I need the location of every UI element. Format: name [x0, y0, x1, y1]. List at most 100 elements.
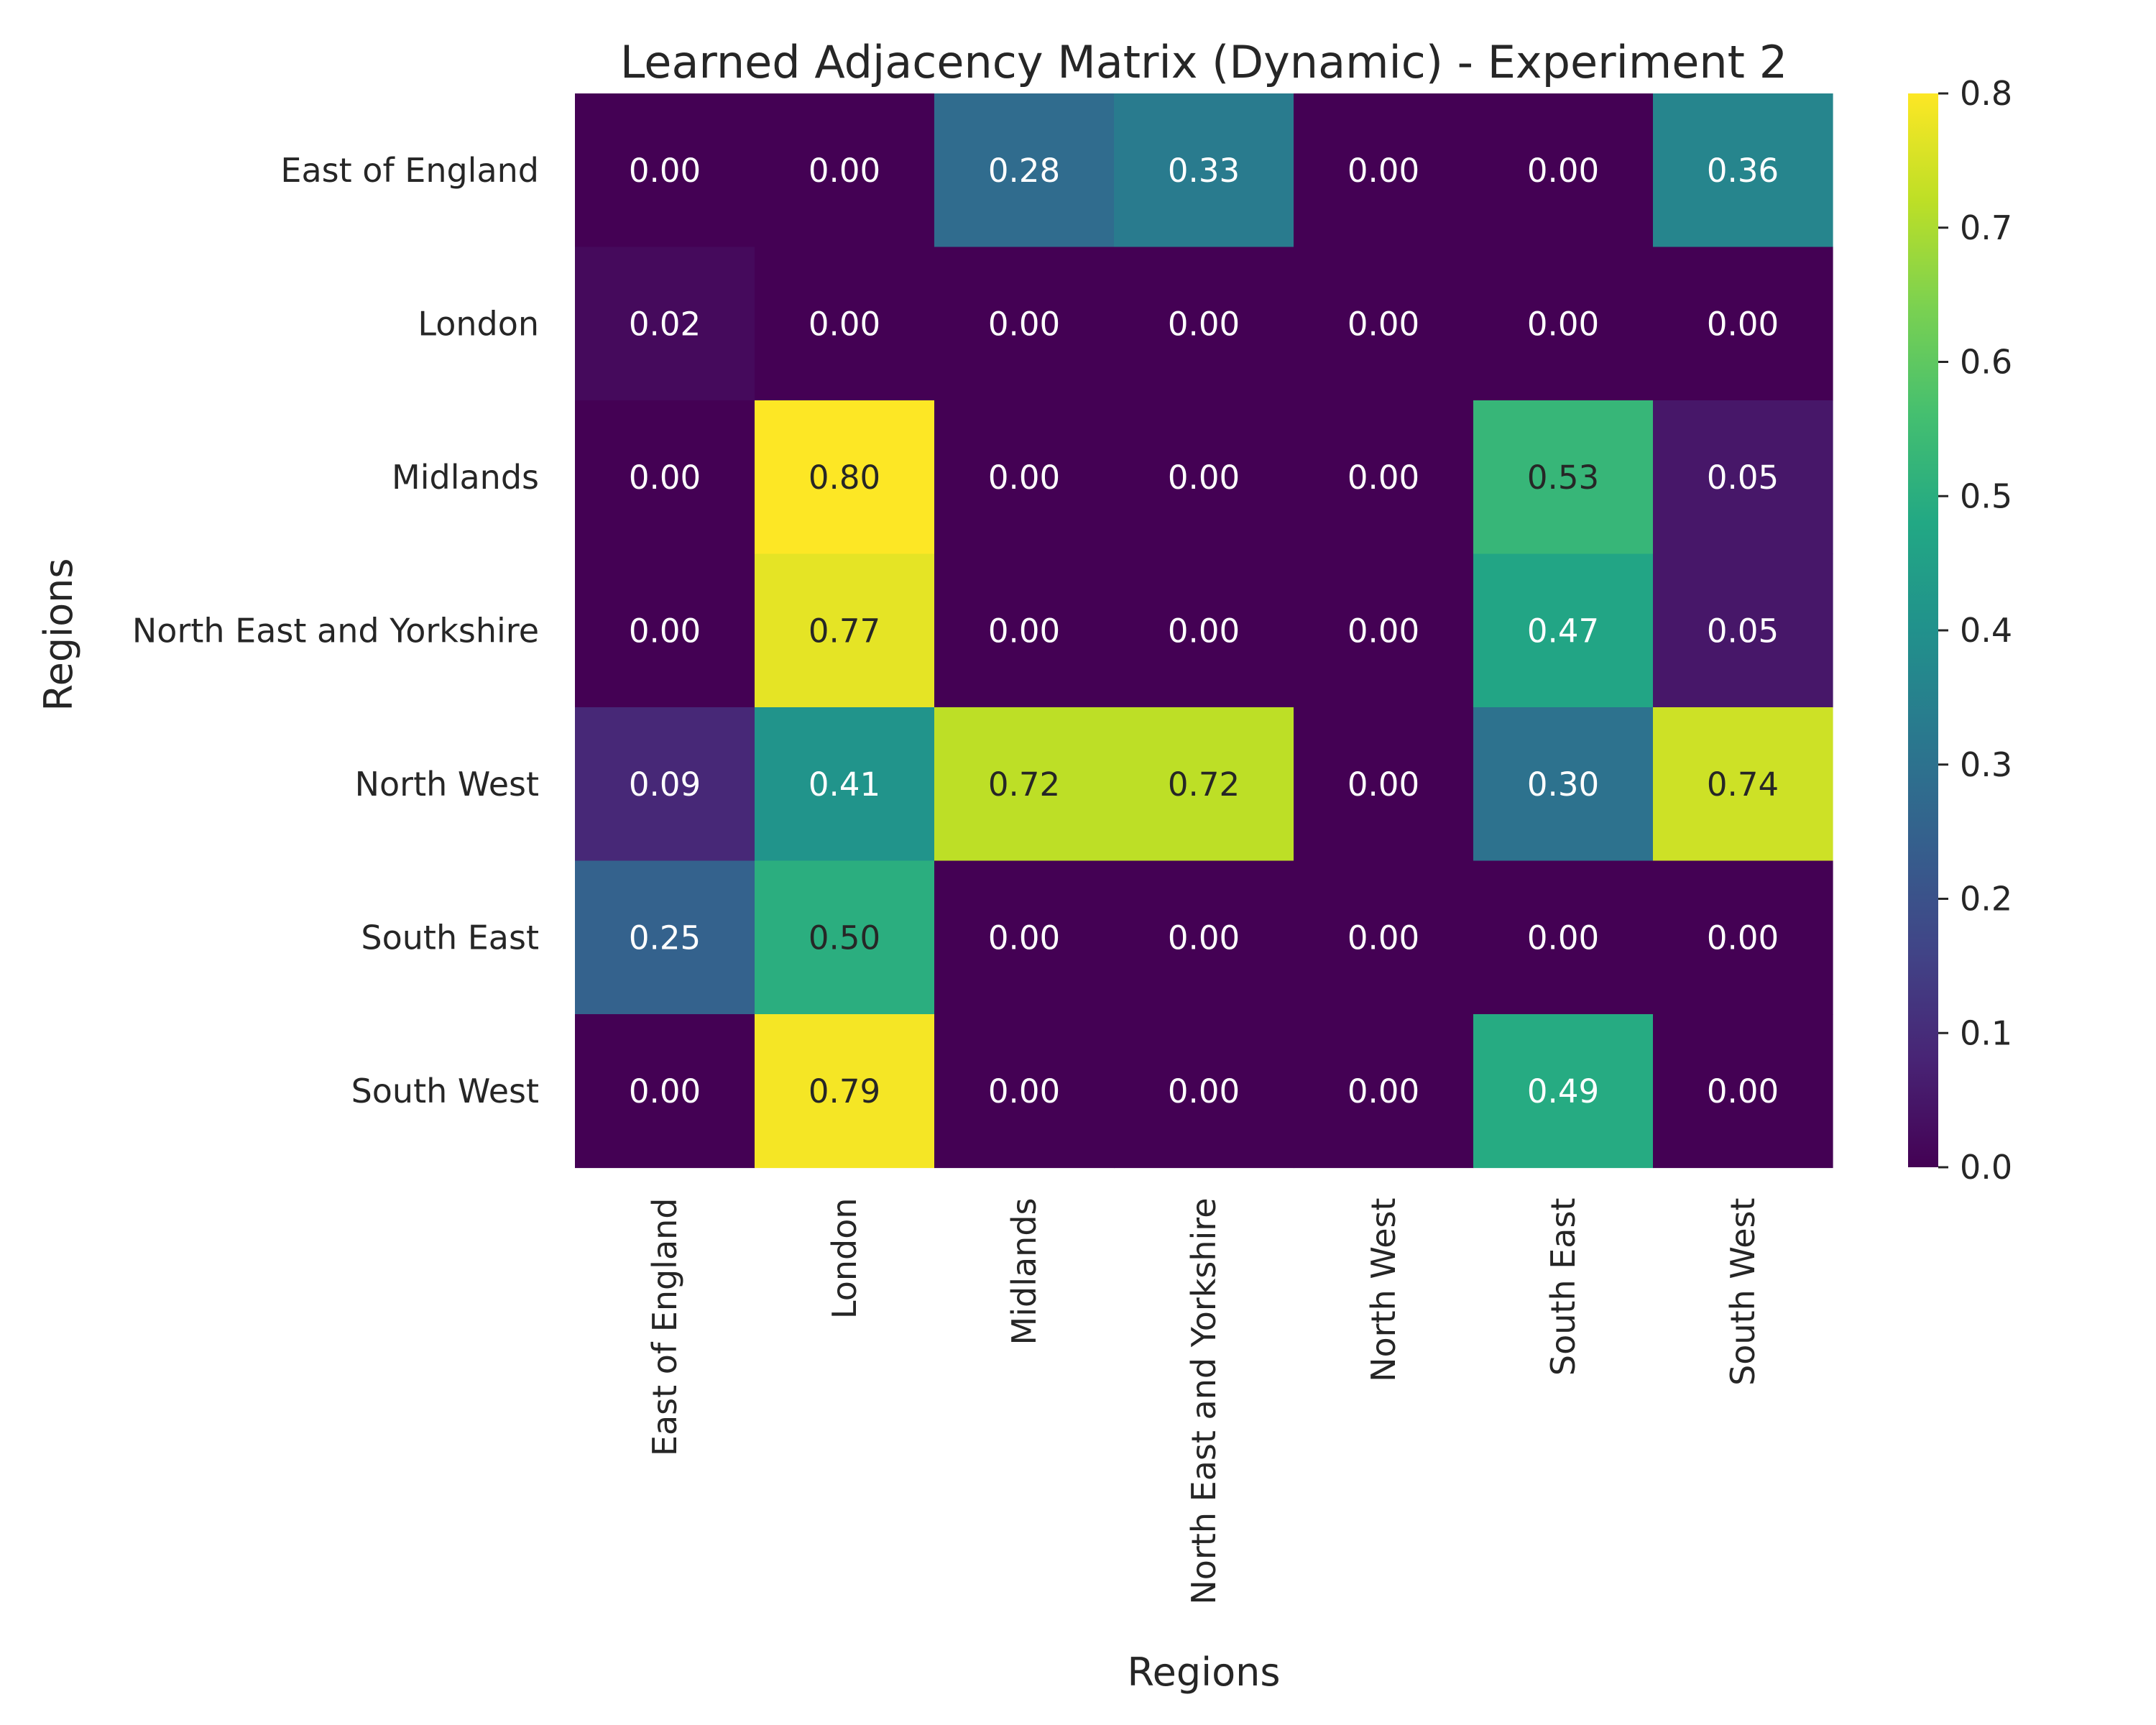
heatmap-cell: [1473, 860, 1654, 1015]
heatmap-cell: [1114, 93, 1294, 248]
y-tick-label: North East and Yorkshire: [132, 611, 539, 650]
cell-value-label: 0.50: [808, 919, 880, 957]
cell-value-label: 0.00: [1527, 152, 1599, 190]
heatmap-cell: [755, 553, 935, 708]
y-axis-label: Regions: [36, 558, 81, 712]
heatmap-cell: [934, 707, 1115, 862]
heatmap-cell: [934, 93, 1115, 248]
y-tick-label: Midlands: [392, 458, 539, 497]
heatmap-cell: [575, 860, 755, 1015]
heatmap-cell: [1114, 247, 1294, 401]
cell-value-label: 0.00: [988, 459, 1060, 497]
colorbar-tick-label: 0.5: [1960, 477, 2012, 515]
x-tick-label: North West: [1364, 1198, 1403, 1382]
colorbar-tick-label: 0.4: [1960, 611, 2012, 650]
heatmap-cell: [1114, 400, 1294, 555]
cell-value-label: 0.00: [1348, 152, 1419, 190]
cell-value-label: 0.00: [1168, 919, 1240, 957]
heatmap-cell: [934, 400, 1115, 555]
cell-value-label: 0.00: [988, 612, 1060, 650]
cell-value-label: 0.47: [1527, 612, 1599, 650]
heatmap-cell: [755, 707, 935, 862]
heatmap-cell: [755, 1014, 935, 1169]
cell-value-label: 0.00: [988, 919, 1060, 957]
colorbar-tick-label: 0.3: [1960, 745, 2012, 784]
heatmap-cell: [575, 400, 755, 555]
heatmap-cell: [1653, 93, 1833, 248]
x-tick-label: Midlands: [1005, 1198, 1044, 1346]
colorbar-tick-label: 0.2: [1960, 880, 2012, 919]
heatmap-cell: [1294, 247, 1474, 401]
heatmap-cell: [1473, 400, 1654, 555]
colorbar: 0.0 0.1 0.2 0.3 0.4 0.5 0.6 0.7 0.8: [1908, 74, 2012, 1187]
heatmap-cell: [1114, 707, 1294, 862]
heatmap-cell: [1653, 707, 1833, 862]
cell-value-label: 0.00: [1348, 459, 1419, 497]
cell-value-label: 0.79: [808, 1072, 880, 1110]
cell-value-label: 0.36: [1707, 152, 1779, 190]
heatmap-cell: [1294, 1014, 1474, 1169]
heatmap-cell: [1653, 400, 1833, 555]
cell-value-label: 0.74: [1707, 765, 1779, 804]
heatmap-cell: [1294, 553, 1474, 708]
cell-value-label: 0.00: [1348, 612, 1419, 650]
y-tick-label: East of England: [280, 151, 539, 190]
cell-value-label: 0.00: [1527, 305, 1599, 343]
heatmap-cell: [1473, 93, 1654, 248]
y-tick-labels: East of England London Midlands North East …: [132, 151, 539, 1110]
heatmap-cell: [934, 860, 1115, 1015]
x-tick-label: East of England: [645, 1198, 684, 1457]
cell-value-label: 0.00: [988, 305, 1060, 343]
cell-value-label: 0.05: [1707, 459, 1779, 497]
cell-value-label: 0.00: [1707, 305, 1779, 343]
colorbar-tick-label: 0.1: [1960, 1013, 2012, 1052]
cell-value-label: 0.00: [1168, 612, 1240, 650]
heatmap-cell: [755, 400, 935, 555]
cell-value-label: 0.25: [629, 919, 701, 957]
heatmap-cell: [1294, 93, 1474, 248]
cell-value-label: 0.30: [1527, 765, 1599, 804]
cell-value-label: 0.77: [808, 612, 880, 650]
heatmap-cell: [575, 1014, 755, 1169]
cell-value-label: 0.00: [988, 1072, 1060, 1110]
heatmap-cell: [755, 247, 935, 401]
cell-value-label: 0.80: [808, 459, 880, 497]
cell-value-label: 0.00: [1168, 305, 1240, 343]
heatmap-cell: [1473, 1014, 1654, 1169]
cell-value-label: 0.00: [629, 152, 701, 190]
heatmap-cell: [575, 707, 755, 862]
x-axis-label: Regions: [1128, 1650, 1281, 1695]
cell-value-label: 0.00: [808, 305, 880, 343]
chart-title: Learned Adjacency Matrix (Dynamic) - Exp…: [620, 36, 1787, 88]
colorbar-gradient: [1908, 93, 1938, 1167]
cell-value-label: 0.00: [808, 152, 880, 190]
y-tick-label: South East: [361, 918, 539, 957]
cell-value-label: 0.00: [1168, 1072, 1240, 1110]
heatmap-cell: [755, 93, 935, 248]
cell-value-label: 0.00: [629, 1072, 701, 1110]
colorbar-tick-label: 0.6: [1960, 343, 2012, 382]
heatmap-cell: [1653, 1014, 1833, 1169]
cell-value-label: 0.09: [629, 765, 701, 804]
heatmap-cell: [1653, 247, 1833, 401]
heatmap-cell: [1473, 707, 1654, 862]
heatmap-cell: [575, 553, 755, 708]
y-tick-label: North West: [355, 765, 539, 804]
heatmap-cell: [934, 1014, 1115, 1169]
cell-value-label: 0.49: [1527, 1072, 1599, 1110]
cell-value-label: 0.00: [1527, 919, 1599, 957]
x-tick-label: South West: [1723, 1198, 1762, 1386]
cell-value-label: 0.28: [988, 152, 1060, 190]
cell-value-label: 0.05: [1707, 612, 1779, 650]
heatmap-cell: [575, 93, 755, 248]
cell-value-label: 0.00: [1348, 919, 1419, 957]
cell-value-label: 0.72: [1168, 765, 1240, 804]
x-tick-label: South East: [1544, 1198, 1583, 1376]
heatmap-cell: [1294, 400, 1474, 555]
cell-value-label: 0.02: [629, 305, 701, 343]
cell-value-label: 0.41: [808, 765, 880, 804]
heatmap-cell: [575, 247, 755, 401]
cell-value-label: 0.00: [1348, 305, 1419, 343]
cell-value-label: 0.00: [1707, 919, 1779, 957]
